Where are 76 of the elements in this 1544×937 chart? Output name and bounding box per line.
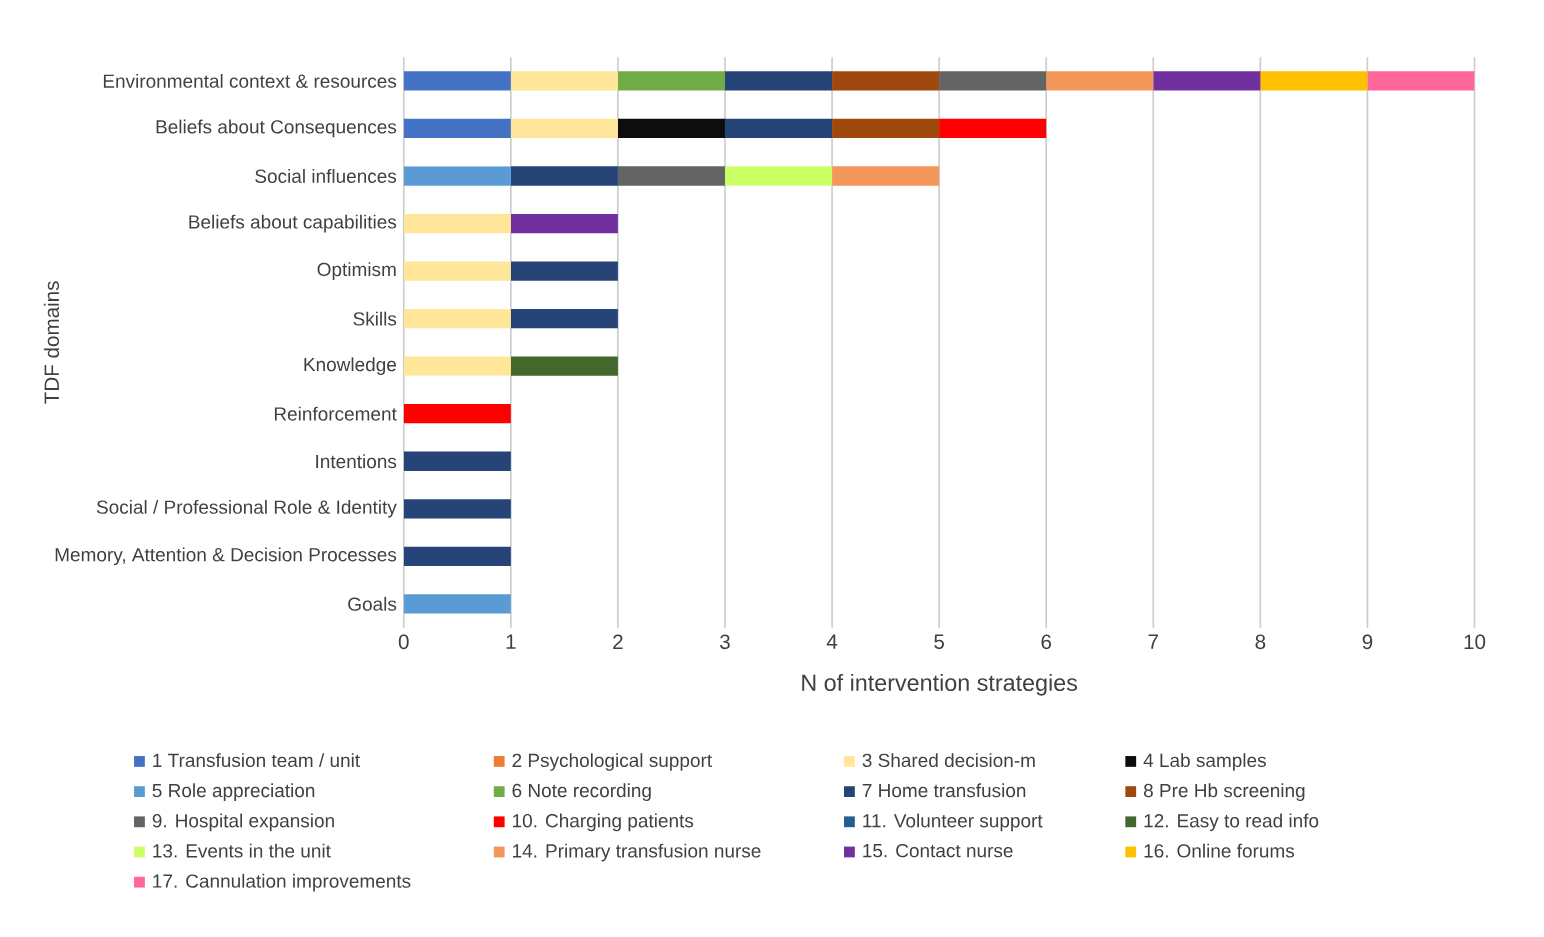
x-tick-label: 6 xyxy=(1041,634,1052,650)
legend-label: 2 Psychological support xyxy=(512,753,712,771)
y-tick-label: Beliefs about Consequences xyxy=(156,119,397,138)
legend-label: 6 Note recording xyxy=(512,783,651,801)
bar xyxy=(617,71,725,91)
y-tick-label: Reinforcement xyxy=(274,406,397,421)
bar xyxy=(403,261,511,281)
bar xyxy=(1153,71,1261,91)
legend-label: 14. Primary transfusion nurse xyxy=(513,843,761,862)
bar xyxy=(832,166,940,186)
x-tick-label: 10 xyxy=(1464,634,1486,650)
bar xyxy=(510,308,618,329)
x-tick-label: 4 xyxy=(826,634,838,649)
legend-label: 12. Easy to read info xyxy=(1144,813,1319,832)
bar xyxy=(403,594,511,614)
bar xyxy=(832,71,940,91)
bar xyxy=(939,71,1047,91)
x-tick-label: 1 xyxy=(506,634,516,649)
y-tick-label: Environmental context & resources xyxy=(103,73,397,88)
bar xyxy=(403,308,511,329)
bar xyxy=(510,261,618,281)
legend-label: 1 Transfusion team / unit xyxy=(153,753,360,767)
legend-label: 8 Pre Hb screening xyxy=(1143,783,1305,801)
x-tick-label: 9 xyxy=(1362,634,1373,650)
bar xyxy=(617,118,725,139)
bar xyxy=(510,71,618,91)
bar xyxy=(510,118,618,139)
bar xyxy=(1260,71,1368,91)
bar xyxy=(724,166,833,186)
legend-label: 15. Contact nurse xyxy=(863,843,1013,858)
legend-label: 11. Volunteer support xyxy=(863,813,1043,832)
legend-label: 13. Events in the unit xyxy=(153,843,331,858)
bar xyxy=(403,166,511,186)
y-tick-label: Social influences xyxy=(255,168,397,183)
y-tick-label: Optimism xyxy=(317,262,396,280)
y-tick-label: Goals xyxy=(348,596,397,611)
y-tick-label: Intentions xyxy=(316,454,397,469)
bar xyxy=(510,166,618,186)
y-tick-label: Memory, Attention & Decision Processes xyxy=(55,547,397,566)
legend-label: 4 Lab samples xyxy=(1143,753,1266,771)
bar xyxy=(403,356,511,376)
bar xyxy=(724,71,833,91)
legend-label: 7 Home transfusion xyxy=(862,783,1026,798)
y-tick-label: Beliefs about capabilities xyxy=(189,214,397,233)
x-tick-label: 5 xyxy=(934,634,944,649)
bar xyxy=(403,213,511,234)
bar xyxy=(939,118,1047,139)
x-tick-label: 8 xyxy=(1255,634,1266,650)
x-axis-title: N of intervention strategies xyxy=(802,673,1078,696)
bar xyxy=(403,118,511,139)
legend-label: 9. Hospital expansion xyxy=(152,813,334,832)
x-tick-label: 7 xyxy=(1148,634,1158,649)
bar xyxy=(403,71,511,91)
legend-label: 10. Charging patients xyxy=(513,813,694,832)
legend-label: 3 Shared decision-m xyxy=(862,753,1035,767)
bar xyxy=(832,118,940,139)
legend-label: 5 Role appreciation xyxy=(152,783,315,801)
bar xyxy=(617,166,725,186)
legend-label: 16. Online forums xyxy=(1144,843,1295,858)
bar xyxy=(403,403,511,424)
x-tick-label: 0 xyxy=(398,634,409,650)
bar xyxy=(1046,71,1154,91)
bar xyxy=(403,546,511,566)
y-tick-label: Knowledge xyxy=(304,357,396,375)
bar xyxy=(403,499,511,519)
bar xyxy=(510,213,618,234)
x-tick-label: 3 xyxy=(720,634,730,650)
bar xyxy=(510,356,618,376)
y-axis-title: TDF domains xyxy=(43,281,60,404)
x-tick-label: 2 xyxy=(613,634,623,649)
legend-label: 17. Cannulation improvements xyxy=(153,873,411,892)
bar xyxy=(403,451,511,471)
bar xyxy=(724,118,833,139)
bar xyxy=(1367,71,1475,91)
y-tick-label: Social / Professional Role & Identity xyxy=(96,499,397,518)
y-tick-label: Skills xyxy=(353,311,397,326)
